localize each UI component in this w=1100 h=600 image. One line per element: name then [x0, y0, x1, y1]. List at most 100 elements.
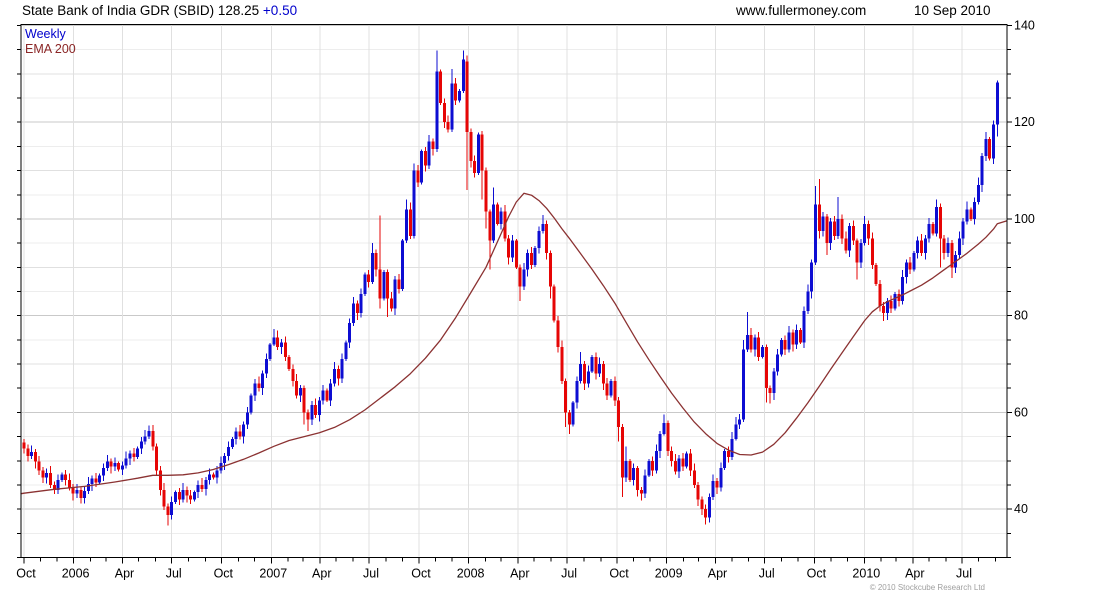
candle-body	[90, 478, 94, 484]
x-axis-label: Jul	[956, 567, 972, 581]
candle-body	[548, 252, 552, 287]
candle-body	[916, 240, 920, 253]
candle-body	[249, 395, 253, 413]
candle-body	[685, 453, 689, 467]
candle-body	[151, 430, 155, 447]
candle-body	[832, 221, 836, 236]
candle-body	[280, 342, 284, 348]
candle-body	[908, 262, 912, 270]
candle-body	[511, 240, 515, 258]
candle-body	[938, 206, 942, 239]
candle-body	[41, 470, 45, 478]
candle-body	[677, 458, 681, 472]
candle-body	[370, 252, 374, 282]
candle-body	[476, 134, 480, 173]
candle-body	[658, 434, 662, 452]
candle-body	[518, 267, 522, 287]
candle-body	[30, 452, 34, 456]
candle-body	[689, 453, 693, 471]
candle-body	[666, 423, 670, 452]
candle-body	[779, 339, 783, 355]
candle-body	[859, 243, 863, 263]
candle-body	[139, 441, 143, 449]
candle-body	[670, 451, 674, 461]
candle-body	[336, 368, 340, 379]
candle-body	[83, 490, 87, 499]
candle-body	[931, 223, 935, 234]
candle-body	[791, 332, 795, 345]
candle-body	[272, 337, 276, 345]
candle-body	[291, 368, 295, 381]
candle-body	[245, 412, 249, 425]
candle-body	[211, 474, 215, 478]
candle-body	[605, 383, 609, 396]
candle-body	[817, 204, 821, 232]
candle-body	[416, 170, 420, 183]
candle-body	[582, 364, 586, 384]
candle-body	[458, 90, 462, 101]
candle-body	[639, 489, 643, 494]
candle-body	[935, 206, 939, 234]
candle-body	[234, 431, 238, 440]
candle-body	[268, 344, 272, 360]
candle-body	[132, 453, 136, 457]
candle-body	[912, 252, 916, 270]
candle-body	[348, 322, 352, 343]
candle-body	[321, 390, 325, 401]
x-axis-label: 2008	[457, 567, 485, 581]
candle-body	[314, 405, 318, 415]
candle-body	[564, 380, 568, 413]
candle-body	[75, 489, 79, 494]
candle-body	[541, 223, 545, 232]
candle-body	[920, 240, 924, 253]
candle-body	[726, 451, 730, 457]
candle-body	[109, 461, 113, 467]
candle-body	[897, 293, 901, 302]
x-axis-label: 2010	[852, 567, 880, 581]
candle-body	[298, 388, 302, 396]
copyright-text: © 2010 Stockcube Research Ltd	[869, 583, 985, 592]
candle-body	[363, 274, 367, 294]
candle-body	[317, 400, 321, 415]
candle-body	[147, 430, 151, 437]
candle-body	[707, 497, 711, 518]
candle-body	[533, 247, 537, 265]
candle-body	[681, 458, 685, 467]
candle-body	[143, 436, 147, 442]
x-axis-label: Jul	[561, 567, 577, 581]
x-axis-label: Oct	[609, 567, 629, 581]
candle-body	[507, 238, 511, 258]
candle-body	[469, 131, 473, 161]
candle-body	[950, 243, 954, 268]
candle-body	[238, 431, 242, 437]
candle-body	[734, 424, 738, 440]
candle-body	[378, 269, 382, 299]
candle-body	[760, 347, 764, 357]
candle-body	[480, 134, 484, 171]
candle-body	[136, 448, 140, 457]
price-change: +0.50	[262, 3, 298, 18]
candle-body	[215, 470, 219, 478]
candle-body	[242, 424, 246, 437]
x-axis-label: 2007	[259, 567, 287, 581]
candle-body	[33, 452, 37, 462]
candle-body	[825, 216, 829, 244]
candle-body	[700, 499, 704, 510]
candle-body	[162, 489, 166, 507]
date-text: 10 Sep 2010	[914, 3, 991, 18]
legend-ema-200: EMA 200	[25, 42, 76, 56]
candle-body	[461, 59, 465, 91]
x-axis-label: Apr	[115, 567, 134, 581]
candle-body	[594, 356, 598, 374]
x-axis-label: 2009	[655, 567, 683, 581]
candle-body	[492, 204, 496, 241]
x-axis-label: Apr	[510, 567, 529, 581]
candle-body	[105, 461, 109, 469]
x-axis-label: 2006	[62, 567, 90, 581]
candle-body	[420, 151, 424, 183]
candle-body	[851, 226, 855, 241]
candle-body	[632, 468, 636, 481]
candle-body	[261, 373, 265, 389]
candle-body	[715, 481, 719, 488]
